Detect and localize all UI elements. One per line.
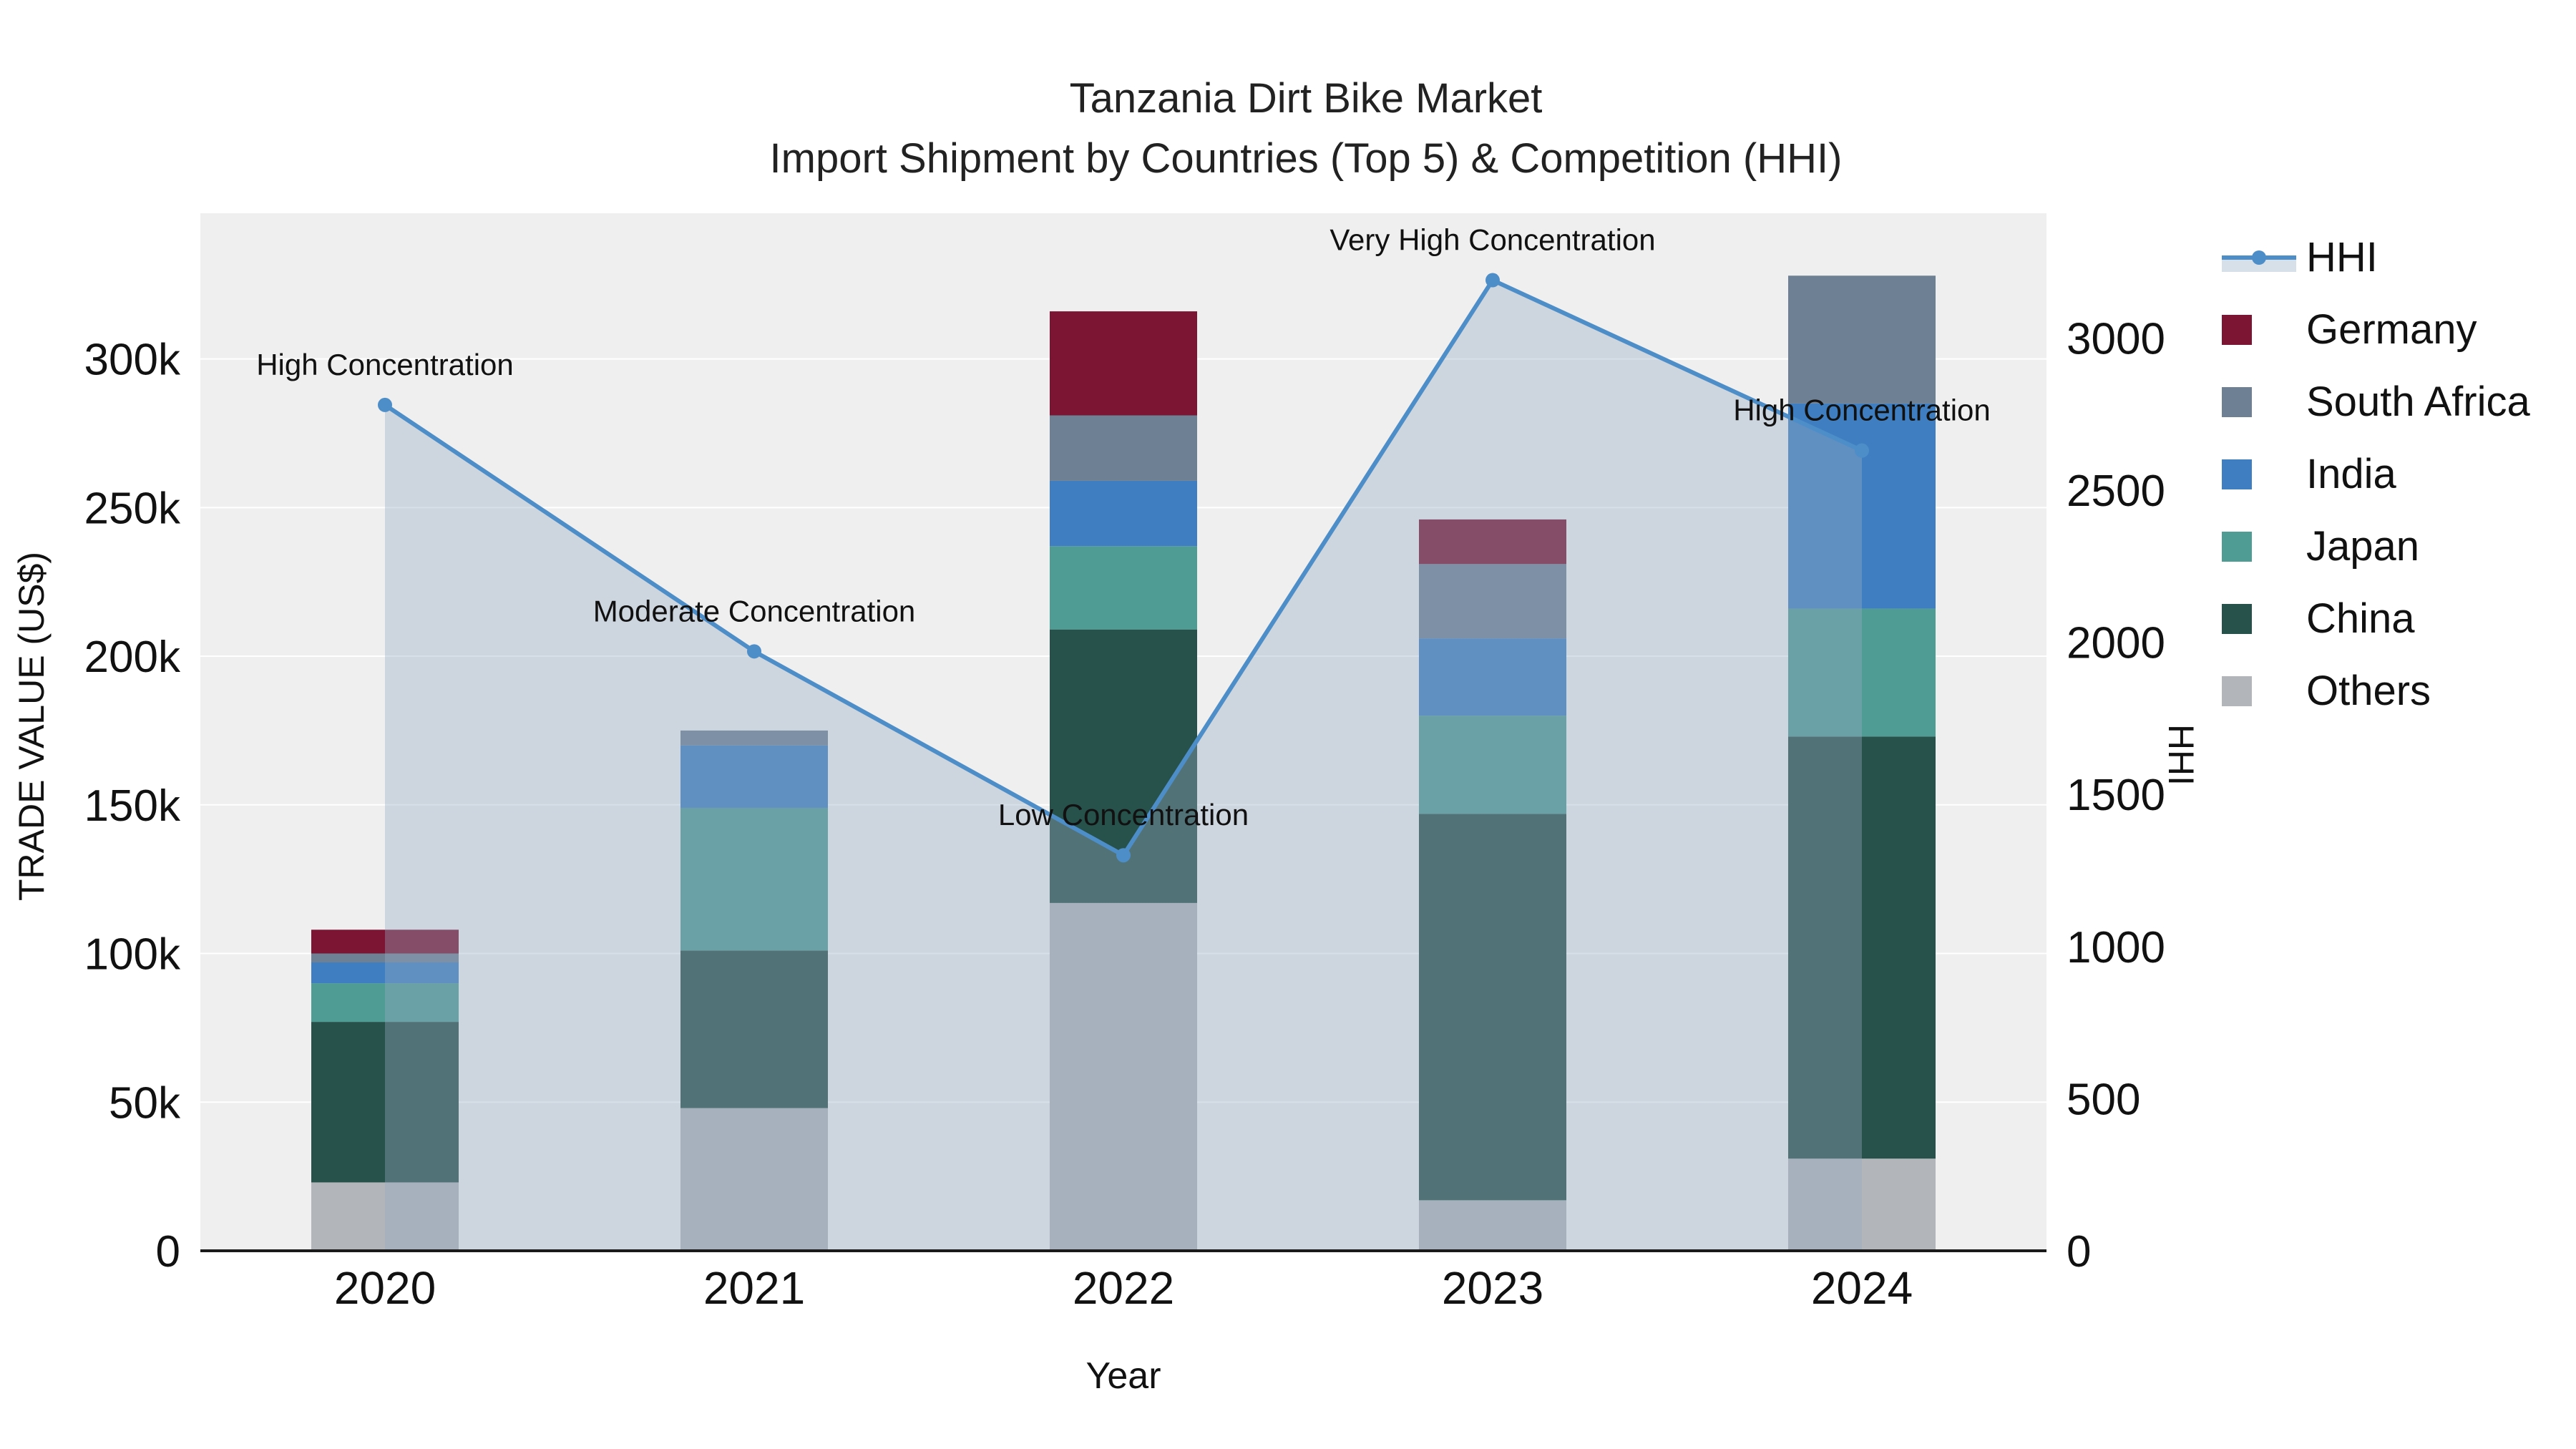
legend: HHI Germany South Africa India Japan China Oth… bbox=[2222, 233, 2530, 739]
bar-segment-japan bbox=[311, 983, 459, 1023]
legend-color-swatch bbox=[2222, 314, 2296, 345]
annotation-2024: High Concentration bbox=[1733, 394, 1991, 427]
bar-segment-others bbox=[680, 1108, 828, 1251]
x-axis-title: Year bbox=[1085, 1355, 1161, 1397]
x-tick-label: 2022 bbox=[1073, 1262, 1174, 1314]
x-tick-label: 2021 bbox=[703, 1262, 805, 1314]
legend-label: Others bbox=[2306, 668, 2431, 714]
y-right-tick-label: 3000 bbox=[2067, 314, 2165, 364]
legend-item-germany[interactable]: Germany bbox=[2222, 306, 2530, 353]
annotation-2020: High Concentration bbox=[256, 348, 514, 381]
legend-item-hhi[interactable]: HHI bbox=[2222, 233, 2530, 281]
y-left-tick-label: 150k bbox=[84, 781, 181, 831]
bar-segment-south-africa bbox=[311, 953, 459, 962]
y-left-tick-label: 300k bbox=[84, 336, 181, 385]
x-tick-label: 2023 bbox=[1442, 1262, 1543, 1314]
hhi-line-swatch bbox=[2222, 242, 2296, 273]
y-right-tick-label: 0 bbox=[2067, 1227, 2091, 1277]
annotation-2023: Very High Concentration bbox=[1330, 223, 1655, 257]
hhi-marker bbox=[1116, 848, 1131, 863]
swatch-square bbox=[2222, 314, 2252, 345]
bar-segment-japan bbox=[680, 807, 828, 951]
bar-segment-germany bbox=[1050, 311, 1197, 416]
legend-label: HHI bbox=[2306, 234, 2378, 280]
y-right-tick-label: 1000 bbox=[2067, 923, 2165, 972]
hhi-marker bbox=[378, 397, 392, 412]
y-right-tick-label: 500 bbox=[2067, 1075, 2140, 1124]
hhi-marker bbox=[747, 644, 761, 659]
swatch-square bbox=[2222, 603, 2252, 634]
bar-segment-china bbox=[680, 950, 828, 1108]
bar-segment-south-africa bbox=[1788, 275, 1936, 404]
annotation-2021: Moderate Concentration bbox=[593, 594, 916, 628]
x-tick-label: 2024 bbox=[1811, 1262, 1913, 1314]
y-left-tick-label: 250k bbox=[84, 484, 181, 533]
y-right-tick-label: 1500 bbox=[2067, 771, 2165, 820]
legend-item-china[interactable]: China bbox=[2222, 595, 2530, 643]
bar-segment-germany bbox=[1419, 519, 1566, 565]
legend-item-japan[interactable]: Japan bbox=[2222, 522, 2530, 570]
bar-segment-china bbox=[1419, 814, 1566, 1201]
legend-item-others[interactable]: Others bbox=[2222, 667, 2530, 715]
legend-label: South Africa bbox=[2306, 379, 2530, 425]
x-tick-label: 2020 bbox=[334, 1262, 436, 1314]
title-block: Tanzania Dirt Bike Market Import Shipmen… bbox=[215, 69, 2397, 189]
bar-segment-others bbox=[1419, 1200, 1566, 1251]
bar-segment-japan bbox=[1788, 608, 1936, 737]
bar-segment-others bbox=[1050, 902, 1197, 1251]
bar-segment-south-africa bbox=[1419, 564, 1566, 639]
hhi-marker bbox=[1855, 443, 1869, 458]
legend-color-swatch bbox=[2222, 531, 2296, 562]
y-right-tick-label: 2000 bbox=[2067, 619, 2165, 668]
y-left-tick-label: 100k bbox=[84, 930, 181, 980]
y-axis-title-left: TRADE VALUE (US$) bbox=[11, 551, 52, 902]
annotation-2022: Low Concentration bbox=[998, 798, 1249, 831]
y-left-tick-label: 0 bbox=[156, 1227, 180, 1277]
bar-segment-china bbox=[1788, 736, 1936, 1159]
bar-segment-china bbox=[311, 1022, 459, 1183]
legend-label: Germany bbox=[2306, 306, 2477, 353]
legend-color-swatch bbox=[2222, 675, 2296, 706]
legend-label: China bbox=[2306, 595, 2415, 642]
y-right-tick-label: 2500 bbox=[2067, 467, 2165, 516]
legend-item-south-africa[interactable]: South Africa bbox=[2222, 378, 2530, 426]
bar-segment-others bbox=[1788, 1158, 1936, 1251]
bar-segment-india bbox=[311, 962, 459, 984]
bar-segment-japan bbox=[1419, 716, 1566, 814]
hhi-area-fill bbox=[385, 280, 1862, 1252]
hhi-marker bbox=[1485, 273, 1500, 288]
swatch-square bbox=[2222, 675, 2252, 706]
swatch-square bbox=[2222, 459, 2252, 489]
bar-segment-india bbox=[1788, 403, 1936, 609]
y-left-tick-label: 50k bbox=[109, 1078, 181, 1128]
legend-label: Japan bbox=[2306, 523, 2420, 570]
legend-color-swatch bbox=[2222, 603, 2296, 634]
y-left-tick-label: 200k bbox=[84, 633, 181, 682]
swatch-square bbox=[2222, 531, 2252, 562]
bar-segment-south-africa bbox=[680, 730, 828, 746]
legend-item-india[interactable]: India bbox=[2222, 450, 2530, 498]
y-axis-title-right: HHI bbox=[2161, 723, 2201, 786]
chart-subtitle: Import Shipment by Countries (Top 5) & C… bbox=[769, 135, 1843, 182]
swatch-square bbox=[2222, 386, 2252, 417]
legend-color-swatch bbox=[2222, 386, 2296, 417]
bar-segment-south-africa bbox=[1050, 415, 1197, 481]
legend-color-swatch bbox=[2222, 459, 2296, 489]
legend-label: India bbox=[2306, 451, 2396, 497]
chart-title: Tanzania Dirt Bike Market bbox=[1069, 75, 1543, 122]
bar-segment-india bbox=[1419, 638, 1566, 716]
bar-segment-india bbox=[680, 745, 828, 808]
bar-segment-others bbox=[311, 1182, 459, 1251]
bar-segment-japan bbox=[1050, 546, 1197, 630]
bar-segment-india bbox=[1050, 480, 1197, 547]
bar-segment-germany bbox=[311, 930, 459, 954]
